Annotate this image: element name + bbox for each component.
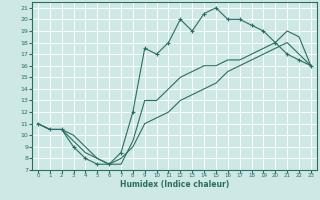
X-axis label: Humidex (Indice chaleur): Humidex (Indice chaleur) — [120, 180, 229, 189]
